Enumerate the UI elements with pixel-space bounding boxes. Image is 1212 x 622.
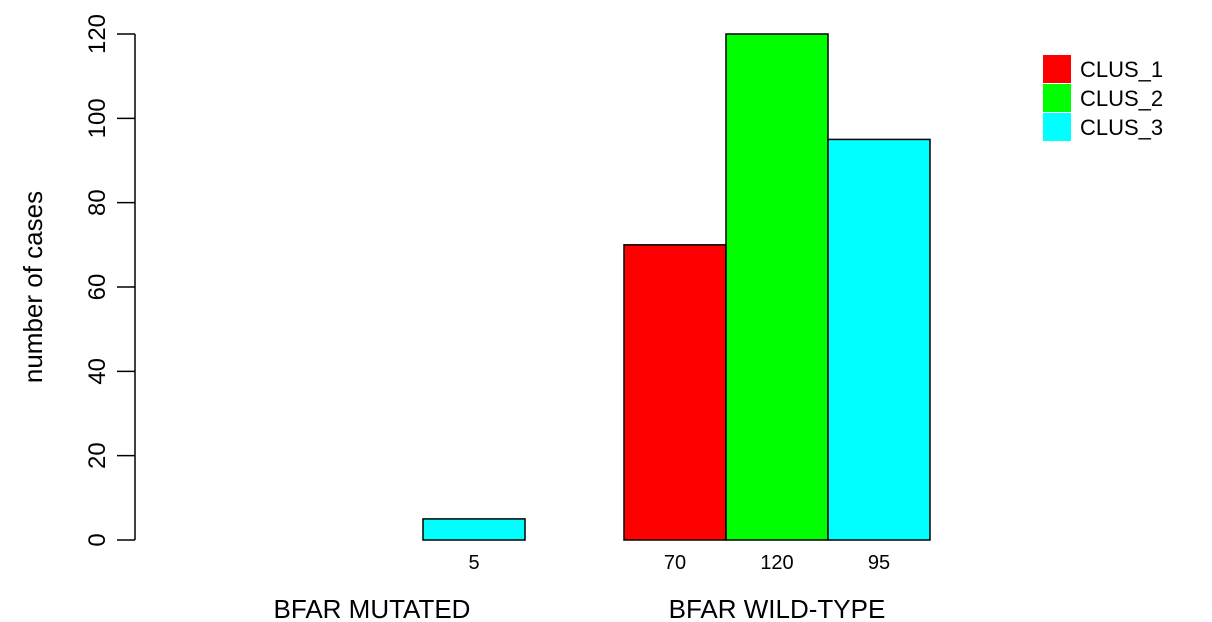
legend-swatch-clus-1: [1043, 55, 1071, 83]
bar-clus-2-1: [725, 33, 829, 541]
y-tick-label: 0: [84, 533, 111, 546]
legend-label: CLUS_3: [1080, 115, 1163, 140]
bar-value-label: 95: [868, 552, 890, 574]
y-tick-label: 100: [84, 98, 111, 138]
legend-swatch-clus-2: [1043, 84, 1071, 112]
y-tick-label: 120: [84, 14, 111, 54]
y-tick-label: 40: [84, 358, 111, 385]
category-label: BFAR MUTATED: [274, 594, 471, 622]
legend: CLUS_1 CLUS_2 CLUS_3: [1043, 55, 1163, 141]
y-axis-label: number of cases: [18, 191, 48, 383]
bar-clus-3-1: [827, 138, 931, 541]
legend-label: CLUS_1: [1080, 57, 1163, 82]
y-tick-label: 60: [84, 274, 111, 301]
y-tick-label: 80: [84, 189, 111, 216]
legend-label: CLUS_2: [1080, 86, 1163, 111]
legend-swatch-clus-3: [1043, 113, 1071, 141]
bar-clus-3-0: [422, 518, 526, 541]
bar-clus-1-1: [623, 244, 727, 541]
bars: [422, 33, 931, 541]
bar-value-label: 70: [664, 552, 686, 574]
bar-value-label: 5: [468, 552, 479, 574]
category-label: BFAR WILD-TYPE: [669, 594, 886, 622]
category-labels: BFAR MUTATED BFAR WILD-TYPE: [274, 594, 886, 622]
y-tick-label: 20: [84, 442, 111, 469]
bar-value-labels: 5 70 120 95: [468, 552, 890, 574]
y-axis: 0 20 40 60 80 100 120: [84, 14, 136, 547]
bar-value-label: 120: [760, 552, 793, 574]
